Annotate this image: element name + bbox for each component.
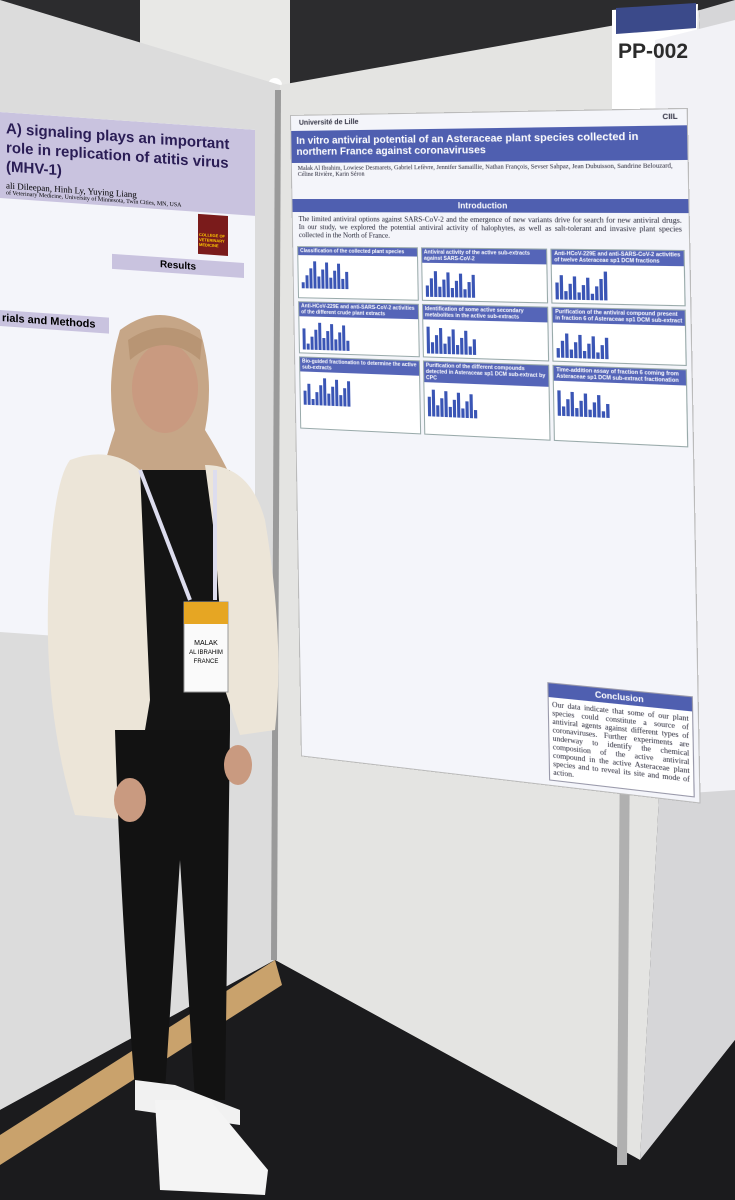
- figure: [552, 264, 684, 305]
- figure: [423, 319, 549, 360]
- poster-section: Bio-guided fractionation to determine th…: [299, 356, 421, 435]
- poster-section: Purification of the antiviral compound p…: [551, 306, 687, 367]
- poster-section: Anti-HCoV-229E and anti-SARS-CoV-2 activ…: [550, 248, 686, 307]
- figure: [300, 371, 419, 412]
- poster-title: In vitro antiviral potential of an Aster…: [291, 125, 688, 163]
- figure: [424, 382, 550, 425]
- poster-section: Purification of the different compounds …: [422, 360, 551, 441]
- poster-section: Classification of the collected plant sp…: [297, 246, 419, 301]
- left-poster: A) signaling plays an important role in …: [0, 112, 255, 650]
- section-heading: Results: [112, 253, 244, 279]
- booth-label: PP-002: [618, 40, 689, 63]
- conclusion-text: Our data indicate that some of our plant…: [551, 700, 690, 784]
- figure: [554, 381, 686, 425]
- logo: CIIL: [662, 113, 678, 122]
- poster-authors: Malak Al Ibrahim, Lowiese Desmarets, Gab…: [297, 163, 673, 178]
- poster-section: Antiviral activity of the active sub-ext…: [420, 247, 549, 304]
- section-heading: Antiviral activity of the active sub-ext…: [421, 248, 547, 265]
- poster-section: Time-addition assay of fraction 6 coming…: [552, 364, 689, 448]
- figure: [422, 263, 547, 303]
- logo: COLLEGE OF VETERINARY MEDICINE: [198, 213, 228, 256]
- figure: [299, 316, 418, 356]
- logo: Université de Lille: [298, 118, 359, 127]
- figure: [553, 323, 685, 365]
- poster-section: Identification of some active secondary …: [421, 303, 550, 362]
- section-heading: Introduction: [292, 199, 689, 214]
- section-heading: Anti-HCoV-229E and anti-SARS-CoV-2 activ…: [551, 249, 684, 267]
- figure: [298, 255, 417, 293]
- results-grid: Classification of the collected plant sp…: [293, 242, 693, 452]
- poster-section: Anti-HCoV-229E and anti-SARS-CoV-2 activ…: [298, 301, 420, 358]
- section-heading: rials and Methods: [0, 310, 109, 334]
- main-poster: Université de Lille CIIL In vitro antivi…: [290, 107, 701, 804]
- intro-text: The limited antiviral options against SA…: [298, 215, 683, 240]
